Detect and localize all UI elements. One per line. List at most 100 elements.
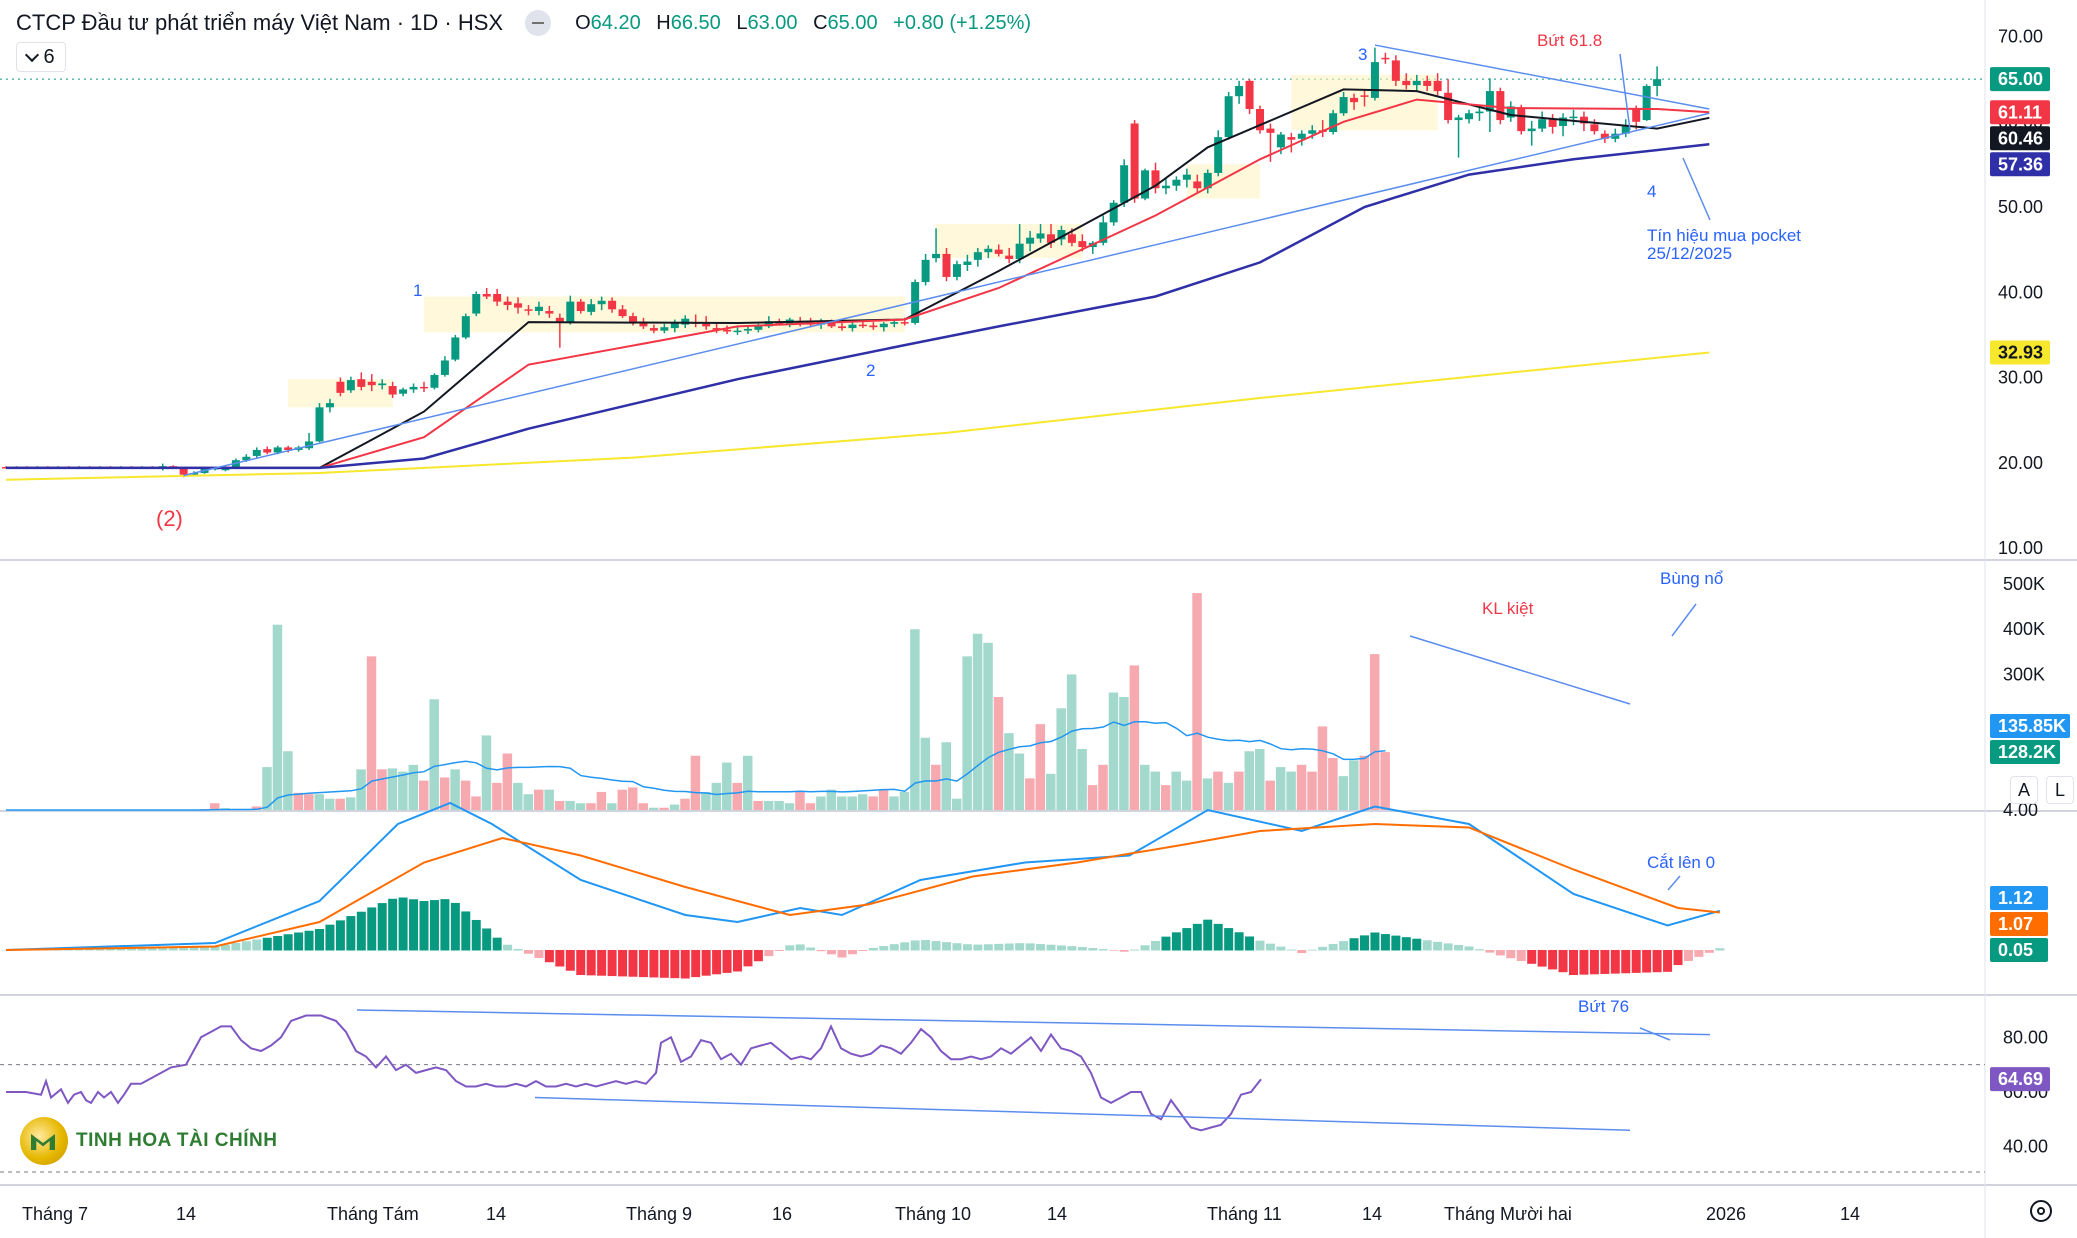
volume-bar (356, 769, 366, 810)
arrow-rsi-breakout (1639, 1027, 1671, 1041)
settings-gear-icon[interactable] (2030, 1200, 2052, 1222)
candle-body (1454, 117, 1463, 121)
macd-histogram-bar (607, 950, 617, 977)
indicator-toggle-button[interactable]: 6 (16, 42, 66, 72)
volume-bar (826, 789, 837, 810)
candle-body (827, 322, 836, 327)
candle-body (869, 325, 878, 328)
high-label: H (656, 11, 671, 34)
volume-bar (784, 803, 795, 810)
volume-bar (638, 803, 648, 810)
moving-average-yellow (5, 351, 1710, 481)
macd-histogram-bar (147, 947, 157, 951)
annotation-macd-cross: Cắt lên 0 (1647, 853, 1715, 872)
macd-histogram-bar (1004, 943, 1014, 951)
macd-histogram-bar (200, 946, 210, 951)
macd-histogram-bar (346, 916, 356, 951)
macd-histogram-bar (409, 899, 419, 951)
candle-body (482, 293, 491, 297)
candle-body (430, 374, 439, 388)
macd-histogram-bar (126, 947, 136, 951)
trendline (1374, 44, 1710, 110)
candle-body (702, 323, 711, 327)
macd-histogram-bar (1548, 950, 1558, 970)
candle-body (221, 468, 230, 471)
macd-histogram-bar (952, 943, 962, 951)
macd-histogram-bar (1715, 948, 1725, 951)
candle-body (451, 337, 460, 360)
candle-body (1182, 174, 1191, 180)
macd-histogram-bar (210, 946, 220, 951)
volume-bar (763, 800, 774, 810)
volume-bar (857, 794, 868, 810)
macd-histogram-bar (450, 902, 460, 951)
macd-histogram-bar (1652, 950, 1662, 973)
macd-histogram-bar (241, 941, 251, 951)
candle-body (587, 304, 596, 312)
candle-body (1506, 106, 1515, 118)
macd-histogram-bar (429, 900, 439, 951)
macd-histogram-bar (753, 950, 763, 962)
candle-body (932, 253, 941, 259)
volume-bar (1286, 771, 1296, 810)
volume-bar (774, 800, 784, 810)
macd-histogram-bar (659, 950, 669, 978)
volume-bar (1265, 780, 1275, 810)
symbol-title[interactable]: CTCP Đầu tư phát triển máy Việt Nam · 1D… (16, 10, 504, 35)
macd-histogram-bar (680, 950, 690, 979)
candle-body (315, 407, 324, 442)
macd-histogram-bar (189, 946, 199, 951)
volume-bar (439, 777, 450, 810)
macd-histogram-bar (1098, 949, 1108, 951)
annotation-rsi-breakout: Bứt 76 (1578, 997, 1629, 1016)
candle-body (890, 322, 899, 324)
macd-histogram-bar (1589, 950, 1599, 975)
indicator-count: 6 (43, 45, 55, 68)
moving-average-black (6, 88, 1710, 469)
low-label: L (736, 11, 748, 34)
macd-histogram-bar (544, 950, 554, 963)
annotation-wave-2-paren: (2) (156, 506, 183, 531)
macd-histogram-bar (1140, 945, 1150, 951)
volume-bar (1349, 760, 1359, 810)
volume-bar (1150, 771, 1160, 810)
volume-bar (983, 642, 993, 810)
macd-histogram-bar (1192, 923, 1202, 951)
candle-body (670, 322, 679, 329)
candle-body (754, 326, 763, 330)
moving-average-red (6, 98, 1710, 469)
auto-scale-button[interactable]: A (2010, 776, 2038, 804)
candle-body (1423, 80, 1432, 86)
candle-body (858, 324, 867, 327)
annotation-buy-signal: Tín hiệu mua pocket (1647, 226, 1801, 245)
time-axis-label: Tháng 7 (22, 1204, 88, 1224)
macd-histogram-bar (513, 948, 523, 951)
rsi-support-trendline (534, 1096, 1631, 1132)
macd-histogram-bar (1454, 944, 1464, 951)
volume-bar (1181, 780, 1192, 810)
volume-bar (304, 794, 314, 810)
brand-logo: TINH HOA TÀI CHÍNH (20, 1117, 277, 1165)
volume-bar (659, 807, 669, 810)
candle-body (1381, 57, 1390, 60)
candle-body (1161, 185, 1170, 189)
log-scale-button[interactable]: L (2046, 776, 2074, 804)
macd-histogram-bar (1600, 950, 1610, 974)
volume-bar (575, 803, 586, 810)
macd-histogram-bar (565, 950, 575, 971)
candle-body (900, 322, 909, 324)
volume-bar (837, 796, 847, 810)
eye-icon[interactable] (525, 10, 552, 36)
candle-body (1266, 128, 1275, 133)
volume-bar (899, 791, 910, 810)
volume-bar (1140, 764, 1150, 810)
volume-bar (1296, 764, 1307, 810)
macd-histogram-bar (879, 946, 889, 951)
candle-body (1632, 108, 1641, 122)
macd-histogram-bar (179, 947, 189, 951)
candle-body (1151, 170, 1160, 189)
arrow-macd-cross (1667, 875, 1681, 891)
arrow-buy-signal (1682, 157, 1711, 221)
macd-histogram-bar (377, 903, 387, 951)
